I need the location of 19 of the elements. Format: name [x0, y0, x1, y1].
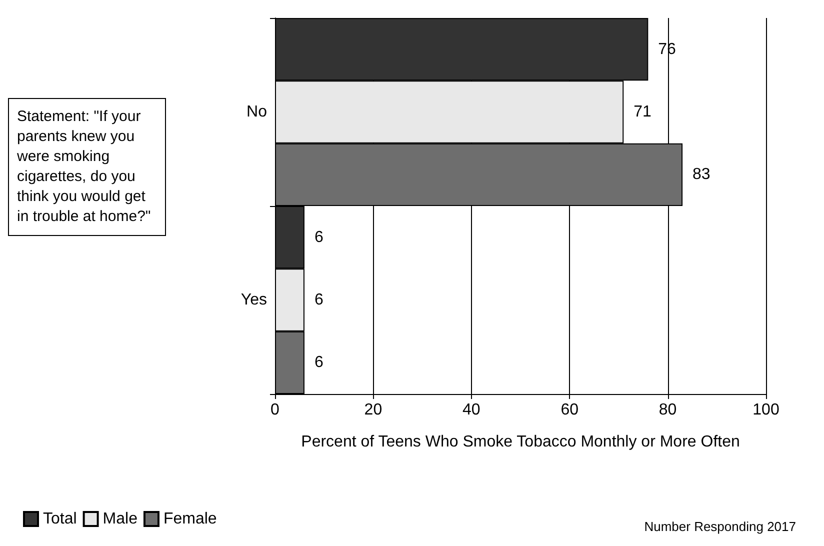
- x-tick-label: 20: [364, 402, 382, 418]
- x-tick-label: 80: [658, 402, 677, 418]
- x-tick-label: 60: [560, 402, 579, 418]
- x-tick-label: 100: [752, 402, 780, 418]
- legend-label: Total: [43, 510, 77, 528]
- data-label: 6: [314, 292, 324, 308]
- data-label: 71: [634, 104, 652, 120]
- data-label: 83: [692, 166, 710, 184]
- x-tick-label: 0: [270, 402, 280, 418]
- y-tick-label: Yes: [240, 292, 267, 308]
- x-axis-title: Percent of Teens Who Smoke Tobacco Monthly or More Often: [301, 434, 740, 450]
- data-label: 6: [314, 228, 324, 246]
- text: Number Responding 2017: [644, 519, 796, 534]
- legend-label: Male: [102, 510, 138, 528]
- y-tick-label: No: [246, 104, 268, 120]
- text: Statement: "If your parents knew you were smoking cigarettes, do you think you would get in trouble at home?": [8, 98, 166, 236]
- legend-label: Female: [163, 510, 217, 528]
- x-tick-label: 40: [462, 402, 480, 418]
- data-label: 6: [314, 354, 324, 372]
